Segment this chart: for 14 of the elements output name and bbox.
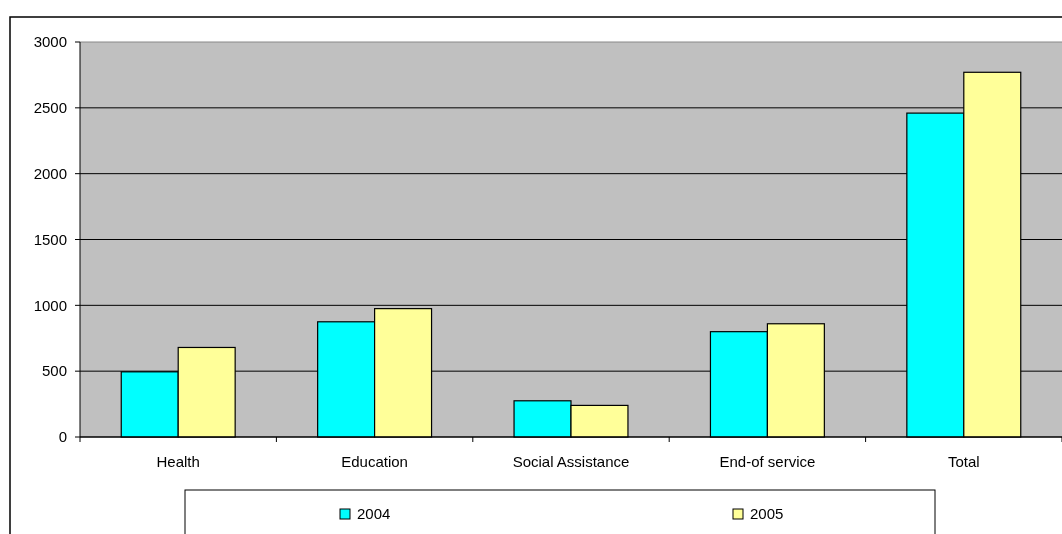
legend-label: 2004 <box>357 505 391 522</box>
y-tick-label: 500 <box>41 362 67 380</box>
x-tick-label: Health <box>156 453 200 470</box>
y-tick-label: 3000 <box>33 33 67 51</box>
x-tick-label: Education <box>341 453 408 470</box>
y-tick-label: 0 <box>58 428 67 446</box>
legend-label: 2005 <box>750 505 784 522</box>
x-tick-label: Social Assistance <box>512 453 630 470</box>
x-tick-label: Total <box>947 453 980 470</box>
y-tick-label: 2000 <box>33 164 67 182</box>
y-tick-label: 1500 <box>33 230 67 248</box>
x-tick-label: End-of service <box>719 453 816 470</box>
y-tick-label: 1000 <box>33 296 67 314</box>
y-tick-label: 2500 <box>33 99 67 117</box>
